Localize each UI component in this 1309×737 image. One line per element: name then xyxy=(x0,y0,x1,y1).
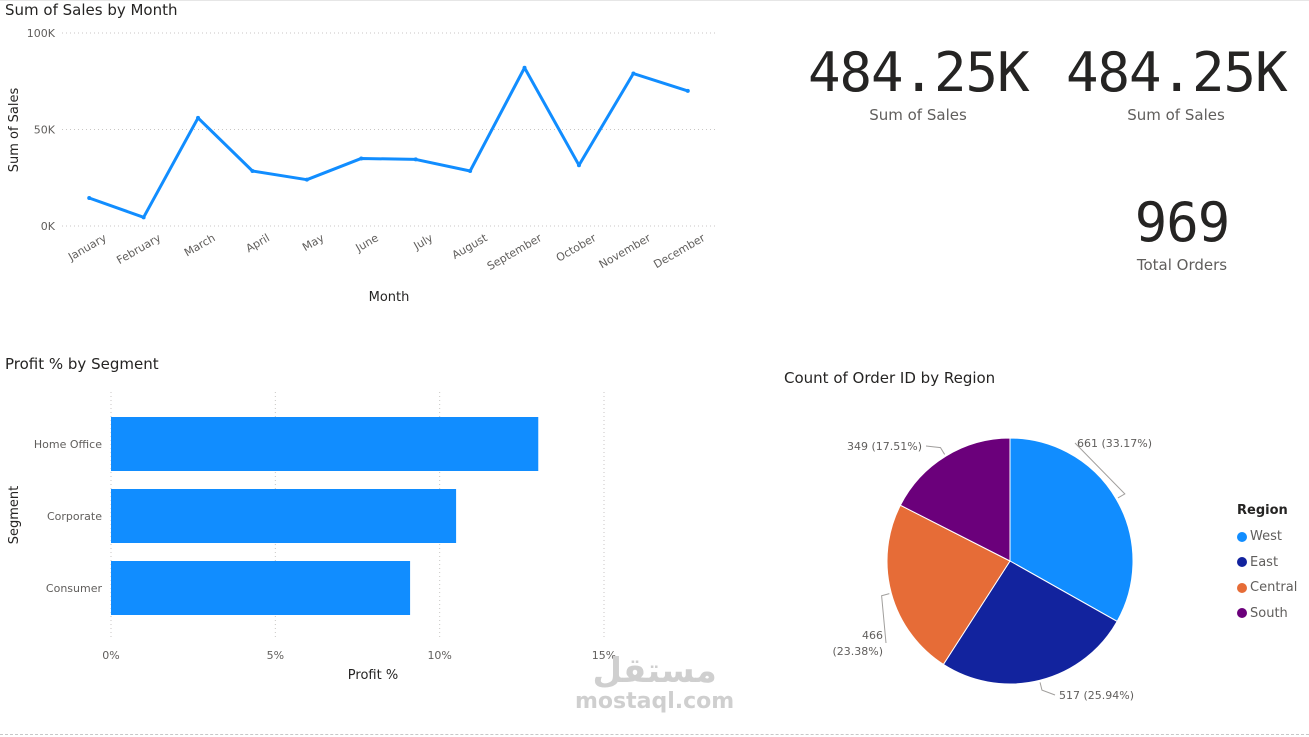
x-axis-title: Profit % xyxy=(348,668,398,683)
y-tick-label: 0K xyxy=(41,220,56,233)
y-axis-title: Sum of Sales xyxy=(7,88,22,173)
pie-slice-east xyxy=(942,560,1118,685)
leader-line-east xyxy=(1039,682,1056,696)
x-tick-label: 5% xyxy=(267,649,284,662)
x-tick-label: 15% xyxy=(592,649,616,662)
sales-card-2-label: Sum of Sales xyxy=(1127,106,1225,124)
pie-slice-west xyxy=(1009,437,1134,623)
region-legend: Region West East Central South xyxy=(1237,503,1297,626)
data-point-may xyxy=(304,177,309,182)
data-point-january xyxy=(87,196,92,201)
legend-item-east[interactable]: East xyxy=(1237,550,1297,576)
pie-slice-central xyxy=(886,504,1011,666)
sales-card-1-label: Sum of Sales xyxy=(869,106,967,124)
legend-label-west: West xyxy=(1250,529,1282,545)
watermark-latin: mostaql.com xyxy=(575,689,735,714)
top-divider xyxy=(0,0,1309,1)
legend-dot-east xyxy=(1237,557,1247,568)
line-chart-title: Sum of Sales by Month xyxy=(5,1,178,19)
data-point-march xyxy=(196,115,201,120)
legend-dot-south xyxy=(1237,608,1247,619)
total-orders-label: Total Orders xyxy=(1136,256,1228,274)
data-point-april xyxy=(250,168,255,173)
bar-chart-title: Profit % by Segment xyxy=(5,355,159,373)
data-point-june xyxy=(359,156,364,161)
y-tick-label-home-office: Home Office xyxy=(34,438,102,451)
legend-label-east: East xyxy=(1250,554,1279,570)
legend-item-central[interactable]: Central xyxy=(1237,575,1297,601)
leader-line-west xyxy=(1074,442,1126,499)
sales-line-series xyxy=(87,66,690,219)
y-tick-label: 100K xyxy=(27,27,56,40)
pie-chart-title: Count of Order ID by Region xyxy=(784,369,996,387)
legend-label-central: Central xyxy=(1250,580,1298,596)
sales-card-2-value: 484.25K xyxy=(1066,41,1288,104)
leader-line-central xyxy=(881,593,890,644)
y-axis-title: Segment xyxy=(7,486,22,545)
legend-title: Region xyxy=(1237,503,1288,518)
legend-dot-west xyxy=(1237,531,1247,542)
sales-card-2: 484.25K Sum of Sales xyxy=(1066,41,1288,125)
y-tick-label-consumer: Consumer xyxy=(46,582,103,595)
profit-by-segment-bar-chart: 0% 5% 10% 15% Home Office Corporate Consumer Pr… xyxy=(7,392,616,683)
data-point-october xyxy=(576,163,581,168)
data-point-september xyxy=(522,65,527,70)
x-tick-label: 0% xyxy=(102,649,119,662)
sales-card-1: 484.25K Sum of Sales xyxy=(808,41,1030,125)
data-point-august xyxy=(468,168,473,173)
leader-line-south xyxy=(925,445,946,455)
pie-slice-south xyxy=(899,437,1011,562)
data-label-east: 517 (25.94%) xyxy=(1059,689,1134,702)
bottom-divider xyxy=(0,734,1309,735)
sales-card-1-value: 484.25K xyxy=(808,41,1030,104)
mostaql-watermark: مستقل mostaql.com xyxy=(575,652,734,714)
bar-corporate xyxy=(111,489,457,543)
total-orders-card: 969 Total Orders xyxy=(1102,191,1262,275)
data-point-december xyxy=(685,88,690,93)
data-label-west: 661 (33.17%) xyxy=(1077,437,1152,450)
data-point-july xyxy=(413,157,418,162)
y-tick-label-corporate: Corporate xyxy=(47,510,102,523)
legend-item-west[interactable]: West xyxy=(1237,524,1297,550)
watermark-arabic: مستقل xyxy=(592,651,717,691)
data-label-central-percent: (23.38%) xyxy=(832,645,883,658)
legend-item-south[interactable]: South xyxy=(1237,601,1297,627)
x-axis-title: Month xyxy=(369,290,410,305)
bar-home-office xyxy=(111,417,539,471)
data-point-november xyxy=(631,71,636,76)
data-point-february xyxy=(141,215,146,220)
x-tick-label: 10% xyxy=(427,649,451,662)
data-label-central-count: 466 xyxy=(862,629,883,642)
total-orders-value: 969 xyxy=(1134,191,1231,254)
legend-label-south: South xyxy=(1250,605,1288,621)
y-tick-label: 50K xyxy=(34,124,56,137)
legend-dot-central xyxy=(1237,582,1247,593)
data-label-south: 349 (17.51%) xyxy=(847,440,922,453)
bar-consumer xyxy=(111,561,411,615)
